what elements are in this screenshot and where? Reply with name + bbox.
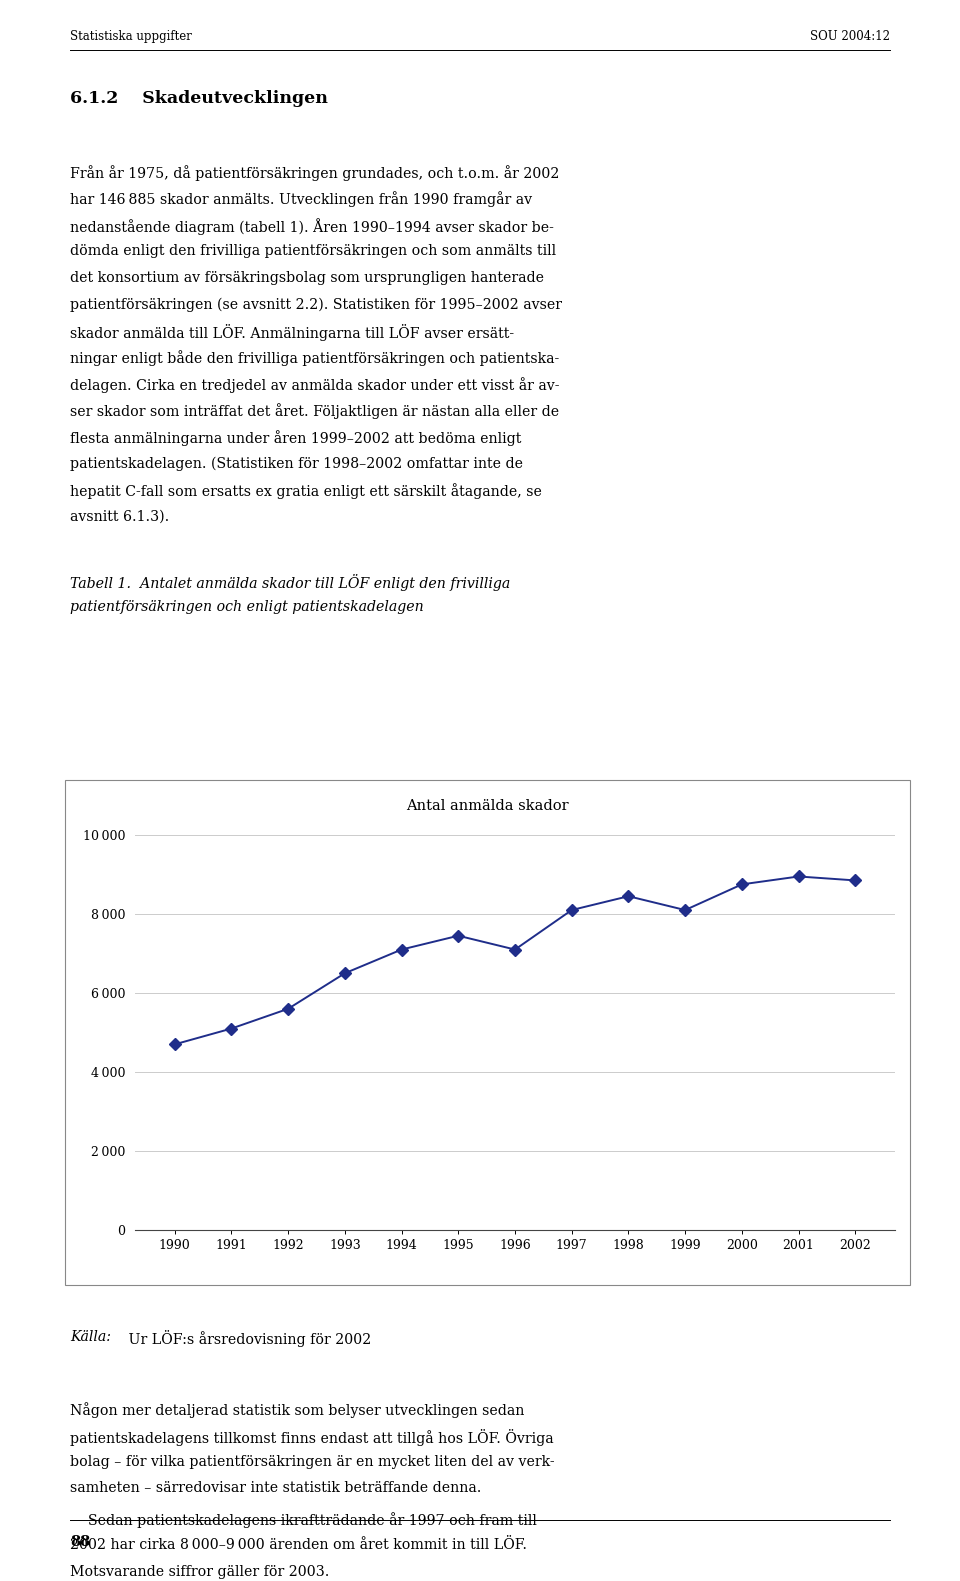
Text: patientförsäkringen (se avsnitt 2.2). Statistiken för 1995–2002 avser: patientförsäkringen (se avsnitt 2.2). St… xyxy=(70,297,563,311)
Text: hepatit C-fall som ersatts ex gratia enligt ett särskilt åtagande, se: hepatit C-fall som ersatts ex gratia enl… xyxy=(70,484,542,500)
Text: patientskadelagen. (Statistiken för 1998–2002 omfattar inte de: patientskadelagen. (Statistiken för 1998… xyxy=(70,457,523,471)
Text: bolag – för vilka patientförsäkringen är en mycket liten del av verk-: bolag – för vilka patientförsäkringen är… xyxy=(70,1455,555,1469)
Text: Från år 1975, då patientförsäkringen grundades, och t.o.m. år 2002: Från år 1975, då patientförsäkringen gru… xyxy=(70,164,560,180)
Text: patientförsäkringen och enligt patientskadelagen: patientförsäkringen och enligt patientsk… xyxy=(70,601,423,615)
Text: Någon mer detaljerad statistik som belyser utvecklingen sedan: Någon mer detaljerad statistik som belys… xyxy=(70,1402,524,1418)
Text: 88: 88 xyxy=(70,1535,90,1549)
Text: SOU 2004:12: SOU 2004:12 xyxy=(810,30,890,43)
Text: Ur LÖF:s årsredovisning för 2002: Ur LÖF:s årsredovisning för 2002 xyxy=(124,1330,372,1347)
Text: det konsortium av försäkringsbolag som ursprungligen hanterade: det konsortium av försäkringsbolag som u… xyxy=(70,270,544,285)
Text: Källa:: Källa: xyxy=(70,1330,111,1344)
Text: Antal anmälda skador: Antal anmälda skador xyxy=(406,798,569,813)
Bar xyxy=(65,779,910,1285)
Text: delagen. Cirka en tredjedel av anmälda skador under ett visst år av-: delagen. Cirka en tredjedel av anmälda s… xyxy=(70,376,560,392)
Text: samheten – särredovisar inte statistik beträffande denna.: samheten – särredovisar inte statistik b… xyxy=(70,1481,482,1496)
Text: 2002 har cirka 8 000–9 000 ärenden om året kommit in till LÖF.: 2002 har cirka 8 000–9 000 ärenden om år… xyxy=(70,1538,527,1553)
Text: patientskadelagens tillkomst finns endast att tillgå hos LÖF. Övriga: patientskadelagens tillkomst finns endas… xyxy=(70,1429,554,1445)
Text: ser skador som inträffat det året. Följaktligen är nästan alla eller de: ser skador som inträffat det året. Följa… xyxy=(70,403,560,419)
Text: Tabell 1.  Antalet anmälda skador till LÖF enligt den frivilliga: Tabell 1. Antalet anmälda skador till LÖ… xyxy=(70,574,511,591)
Text: skador anmälda till LÖF. Anmälningarna till LÖF avser ersätt-: skador anmälda till LÖF. Anmälningarna t… xyxy=(70,324,515,341)
Text: Motsvarande siffror gäller för 2003.: Motsvarande siffror gäller för 2003. xyxy=(70,1565,329,1579)
Text: nedanstående diagram (tabell 1). Åren 1990–1994 avser skador be-: nedanstående diagram (tabell 1). Åren 19… xyxy=(70,218,554,236)
Text: 6.1.2    Skadeutvecklingen: 6.1.2 Skadeutvecklingen xyxy=(70,90,328,108)
Text: Sedan patientskadelagens ikraftträdande år 1997 och fram till: Sedan patientskadelagens ikraftträdande … xyxy=(70,1511,537,1527)
Text: avsnitt 6.1.3).: avsnitt 6.1.3). xyxy=(70,509,169,523)
Text: flesta anmälningarna under åren 1999–2002 att bedöma enligt: flesta anmälningarna under åren 1999–200… xyxy=(70,430,521,446)
Text: har 146 885 skador anmälts. Utvecklingen från 1990 framgår av: har 146 885 skador anmälts. Utvecklingen… xyxy=(70,191,532,207)
Text: Statistiska uppgifter: Statistiska uppgifter xyxy=(70,30,192,43)
Text: dömda enligt den frivilliga patientförsäkringen och som anmälts till: dömda enligt den frivilliga patientförsä… xyxy=(70,245,556,259)
Text: ningar enligt både den frivilliga patientförsäkringen och patientska-: ningar enligt både den frivilliga patien… xyxy=(70,351,560,367)
